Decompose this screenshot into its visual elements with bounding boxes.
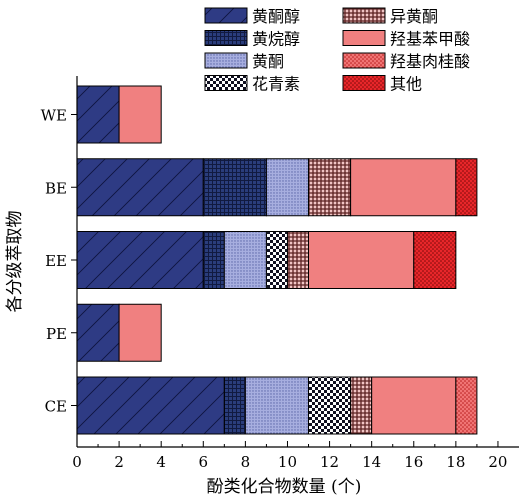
bar-be-grid [202,158,267,217]
legend-label-grid: 黄烷醇 [252,30,300,49]
x-tick-label: 16 [404,453,423,471]
x-tick-label: 12 [320,453,339,471]
y-axis-label: 各分级萃取物 [5,211,25,313]
x-tick-label: 0 [72,453,82,471]
bar-ee-dots [223,231,267,289]
legend-swatch-reddots [342,52,386,69]
bar-we-solid [118,85,162,144]
legend-swatch-grid [204,30,248,46]
y-tick-label-ce: CE [45,398,67,416]
bar-we-diag [76,85,120,144]
legend-swatch-diag [204,7,248,24]
bar-ce-cross [350,376,373,435]
bar-be-solid [350,158,457,217]
x-tick-label: 18 [446,453,465,471]
bar-ce-grid [223,376,246,435]
y-tick-label-we: WE [41,107,67,125]
bar-ee-check [265,231,288,289]
legend-swatch-solid [342,30,386,46]
bar-ce-check [308,376,352,435]
bar-be-dots [265,158,310,217]
bar-ee-solid [308,231,415,289]
x-axis-label: 酚类化合物数量 (个) [207,477,362,497]
y-tick-label-pe: PE [46,325,67,343]
bar-ce-diag [76,376,225,435]
bar-ce-dots [244,376,310,435]
legend-label-darkdots: 其他 [390,75,422,94]
y-tick-label-ee: EE [45,252,67,270]
x-tick-label: 4 [156,453,166,471]
x-tick-label: 8 [241,453,251,471]
bar-be-cross [308,158,352,217]
bars [76,85,478,435]
legend-swatch-darkdots [342,75,386,91]
legend-swatch-check [204,75,248,91]
bar-be-darkdots [455,158,478,217]
legend-label-diag: 黄酮醇 [252,7,300,26]
axes: 0 2 4 6 8 10 12 14 16 18 20 WE BE EE PE CE 酚类化合物数量 (个) 各分… [5,76,519,497]
y-tick-label-be: BE [45,179,67,197]
bar-ce-solid [371,376,457,435]
x-tick-label: 10 [278,453,297,471]
legend-label-check: 花青素 [252,75,300,94]
legend-swatch-dots [204,52,248,69]
legend-label-dots: 黄酮 [252,52,284,71]
bar-pe-solid [118,303,162,362]
bar-ce-reddots [455,376,478,435]
x-tick-label: 20 [488,453,507,471]
x-tick-label: 2 [114,453,124,471]
legend-label-reddots: 羟基肉桂酸 [390,52,470,71]
x-tick-label: 14 [362,453,381,471]
bar-be-diag [76,158,204,217]
legend-swatch-cross [342,7,386,24]
legend-label-solid: 羟基苯甲酸 [390,30,470,49]
bar-ee-darkdots [413,231,457,289]
bar-pe-diag [76,303,120,362]
bar-ee-diag [76,231,204,289]
bar-ee-cross [286,231,310,289]
legend-label-cross: 异黄酮 [390,7,438,26]
x-tick-label: 6 [199,453,209,471]
bar-ee-grid [202,231,225,289]
